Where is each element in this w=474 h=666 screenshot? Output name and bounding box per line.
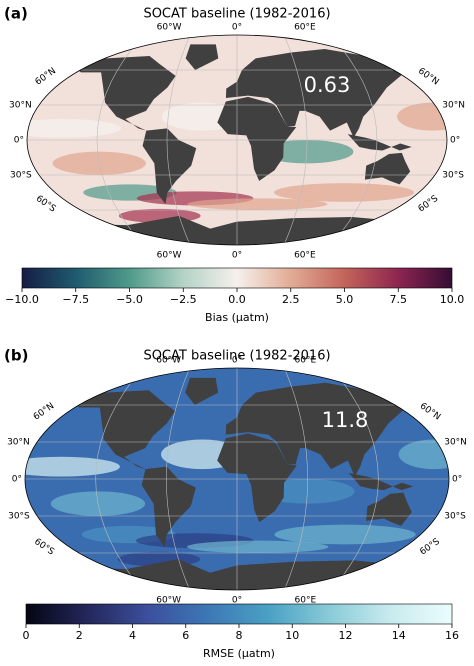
lon-label: 60°W: [156, 596, 181, 606]
colorbar-tick-label: 2.5: [282, 293, 300, 306]
lat-label: 30°S: [10, 171, 32, 181]
colorbar-tick-label: 4: [129, 629, 136, 642]
lat-label: 60°N: [32, 401, 56, 422]
land: [141, 466, 196, 547]
land: [74, 56, 176, 131]
lon-label: 60°E: [294, 251, 316, 261]
lat-label: 30°N: [9, 101, 32, 111]
colorbar-tick-label: 6: [182, 629, 189, 642]
lat-label: 30°N: [444, 438, 467, 448]
meridian: [283, 35, 308, 245]
colorbar-tick-label: 5.0: [336, 293, 354, 306]
lon-label: 60°W: [156, 356, 181, 366]
meridian: [166, 368, 190, 590]
colorbar: [21, 267, 453, 289]
panel-label: (a): [4, 5, 28, 23]
colorbar-tick-label: −2.5: [170, 293, 197, 306]
ocean-field: [274, 524, 416, 545]
colorbar-tick-label: 12: [339, 629, 353, 642]
map-border: [24, 367, 450, 591]
lat-label: 60°S: [34, 194, 58, 215]
land: [185, 377, 219, 405]
ocean-field: [27, 118, 122, 138]
land: [347, 134, 412, 151]
land: [225, 382, 410, 477]
map: [27, 35, 447, 245]
colorbar-tick-label: 10: [285, 629, 299, 642]
colorbar-tick-label: 10.0: [440, 293, 465, 306]
lat-label: 0°: [12, 475, 22, 485]
lon-label: 0°: [232, 356, 242, 366]
lon-label: 60°W: [157, 251, 182, 261]
lat-label: 30°S: [444, 512, 466, 522]
colorbar-tick-label: 14: [392, 629, 406, 642]
annotation: 11.8: [322, 408, 369, 432]
colorbar-label: RMSE (μatm): [203, 647, 275, 660]
map: [25, 368, 449, 590]
colorbar-tick-label: 16: [445, 629, 459, 642]
map-border: [26, 34, 448, 246]
colorbar-tick-label: 7.5: [390, 293, 408, 306]
lon-label: 60°W: [157, 23, 182, 33]
colorbar-tick-label: −10.0: [5, 293, 39, 306]
lat-label: 0°: [452, 475, 462, 485]
colorbar-tick-label: 0: [23, 629, 30, 642]
ocean-field: [397, 102, 447, 131]
colorbar-tick-label: 0.0: [228, 293, 246, 306]
panel-title: SOCAT baseline (1982-2016): [143, 7, 330, 22]
ocean-field: [398, 439, 449, 470]
ocean-field: [25, 456, 120, 477]
meridian: [284, 368, 308, 590]
lat-label: 60°N: [416, 66, 440, 87]
ocean-field: [186, 540, 329, 553]
lat-label: 60°S: [418, 537, 442, 558]
meridian: [331, 368, 379, 590]
ocean-field: [274, 183, 415, 202]
land: [364, 152, 411, 185]
land: [142, 128, 197, 205]
meridian: [96, 35, 144, 245]
lat-label: 0°: [450, 136, 460, 146]
lat-label: 30°N: [442, 101, 465, 111]
land: [73, 390, 176, 470]
lon-label: 0°: [232, 23, 242, 33]
meridian: [95, 368, 143, 590]
colorbar-tick-label: 2: [76, 629, 83, 642]
lat-label: 60°S: [417, 194, 441, 215]
meridian: [166, 35, 191, 245]
land: [366, 492, 412, 526]
lon-label: 60°E: [295, 596, 317, 606]
lat-label: 60°N: [34, 66, 58, 87]
lat-label: 30°N: [7, 438, 30, 448]
panel-label: (b): [4, 347, 28, 365]
colorbar-tick-label: 8: [236, 629, 243, 642]
colorbar-tick-label: −5.0: [116, 293, 143, 306]
colorbar-label: Bias (μatm): [205, 311, 269, 324]
lat-label: 60°N: [418, 401, 442, 422]
lon-label: 60°E: [295, 356, 317, 366]
colorbar: [25, 603, 453, 625]
land: [225, 49, 408, 138]
lat-label: 60°S: [32, 537, 56, 558]
meridian: [330, 35, 378, 245]
lon-label: 0°: [232, 251, 242, 261]
annotation: 0.63: [304, 73, 351, 97]
colorbar-tick-label: −7.5: [62, 293, 89, 306]
land: [348, 472, 414, 491]
land: [185, 44, 219, 70]
lon-label: 0°: [232, 596, 242, 606]
panel-title: SOCAT baseline (1982-2016): [143, 349, 330, 364]
lat-label: 30°S: [8, 512, 30, 522]
lon-label: 60°E: [294, 23, 316, 33]
ocean-field: [187, 198, 328, 211]
lat-label: 0°: [14, 136, 24, 146]
lat-label: 30°S: [442, 171, 464, 181]
